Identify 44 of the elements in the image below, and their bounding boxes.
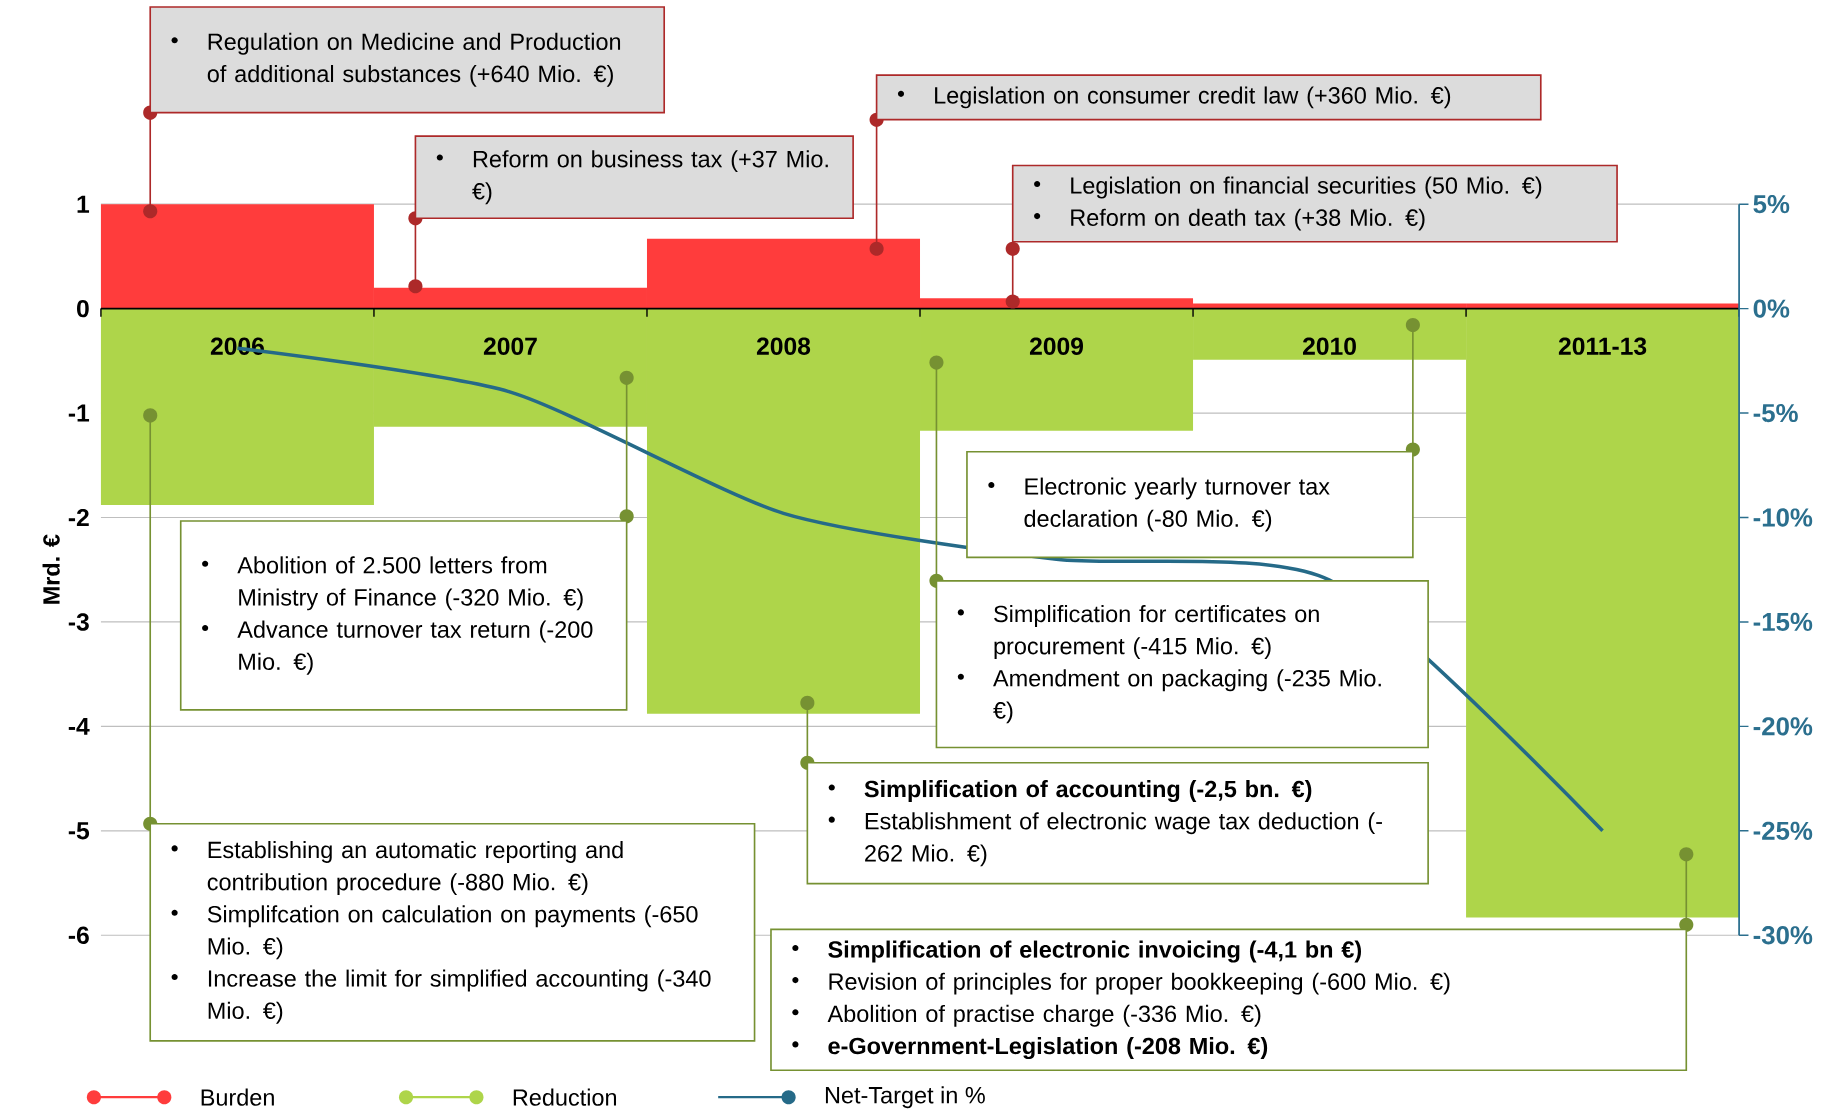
legend-label: Reduction [513, 1088, 617, 1106]
x-tick-label: 2010 [1302, 337, 1356, 355]
x-tick-label: 2011-13 [1558, 337, 1647, 355]
annotation: Amendment on packaging (-235 Mio. €) [993, 669, 1381, 724]
text: Simplification of electronic invoicing (-4,1 bn €) [828, 940, 1362, 963]
annotation: Simplification of accounting (-2,5 bn. €) [864, 780, 1312, 803]
y-tick-label: -4 [68, 717, 90, 735]
legend-label: Burden [201, 1088, 274, 1106]
y-tick-label: -5 [68, 822, 90, 840]
legend-label: Net-Target in % [825, 1086, 985, 1109]
y2-tick-label: -20% [1753, 717, 1813, 736]
annotation: Establishment of electronic wage tax deduction (-262 Mio. €) [865, 812, 1382, 867]
x-tick-label: 2009 [1029, 337, 1084, 355]
y2-tick-label: -10% [1753, 508, 1813, 527]
annotation: Reform on death tax (+38 Mio. €) [1071, 208, 1425, 231]
text: Increase the limit for simplified accounting (-340 Mio. €) [208, 969, 711, 1024]
text: Legislation on financial securities (50 Mio. €) [1071, 176, 1542, 199]
annotation: Reform on business tax (+37 Mio. €) [472, 150, 828, 205]
y2-tick-label: 5% [1753, 195, 1790, 214]
text: Regulation on Medicine and Production of additional substances (+640 Mio. €) [207, 32, 621, 87]
y2-tick-label: -30% [1753, 926, 1813, 945]
y-tick-label: -6 [68, 926, 89, 944]
y2-tick-label: 0% [1753, 299, 1790, 318]
text: Revision of principles for proper bookkeeping (-600 Mio. €) [829, 972, 1450, 995]
y-tick-label: 0 [77, 299, 89, 318]
y2-tick-label: -25% [1753, 821, 1813, 840]
y2-tick-label: -5% [1753, 403, 1798, 423]
annotation: Advance turnover tax return (-200 Mio. €) [237, 620, 593, 675]
y-tick-label: -1 [68, 404, 90, 422]
annotation: Simplification for certificates on procurement (-415 Mio. €) [994, 604, 1319, 659]
annotation: Electronic yearly turnover tax declaration (-80 Mio. €) [1024, 477, 1330, 532]
annotation: Abolition of 2.500 letters from Ministry of Finance (-320 Mio. €) [237, 556, 583, 611]
text: Abolition of practise charge (-336 Mio. €) [827, 1004, 1261, 1027]
annotation: Simplifcation on calculation on payments (-650 Mio. €) [207, 905, 698, 960]
y-axis-title: Mrd. € [42, 534, 60, 604]
x-tick-label: 2008 [756, 337, 811, 355]
y-tick-label: -3 [68, 613, 89, 631]
y-tick-label: -2 [68, 508, 89, 527]
text: e-Government-Legislation (-208 Mio. €) [828, 1036, 1268, 1059]
y2-tick-label: -15% [1753, 612, 1813, 631]
x-tick-label: 2007 [483, 337, 537, 355]
y-tick-label: 1 [77, 195, 90, 213]
text: Legislation on consumer credit law (+360 Mio. €) [935, 86, 1451, 109]
annotation: Establishing an automatic reporting and contribution procedure (-880 Mio. €) [207, 840, 623, 895]
